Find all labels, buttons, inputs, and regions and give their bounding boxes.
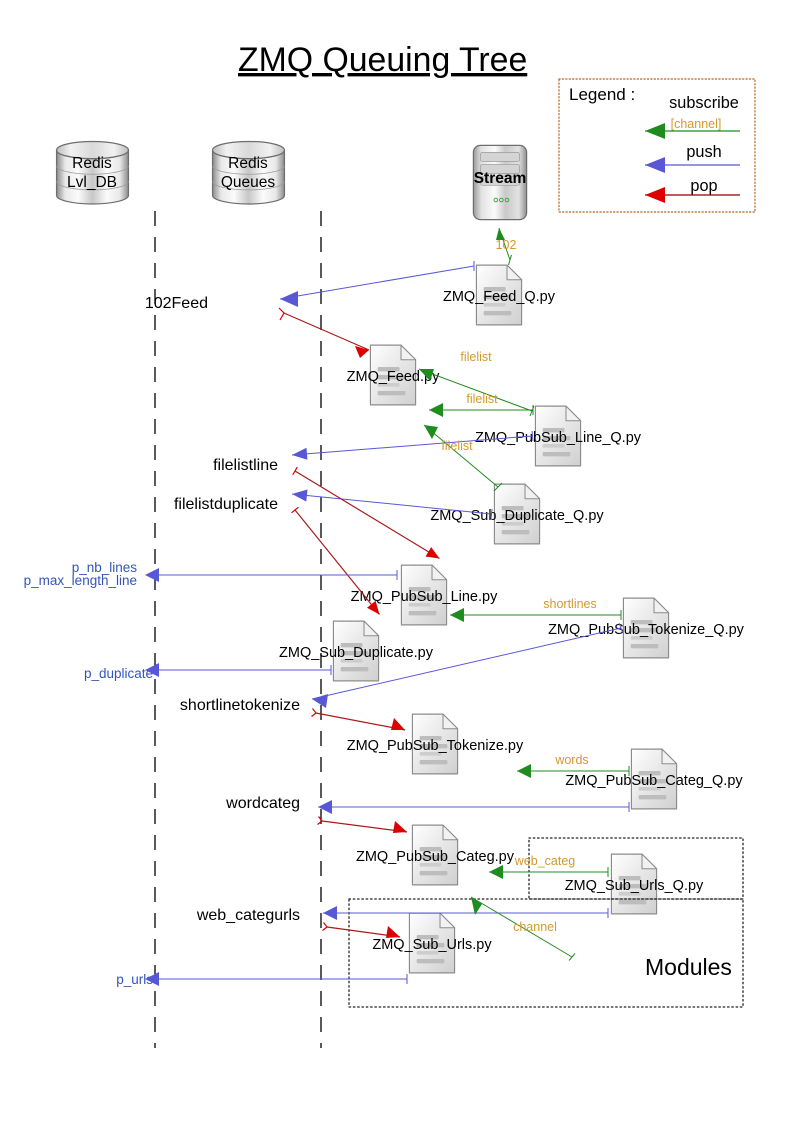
svg-text:p_max_length_line: p_max_length_line [24,573,137,588]
svg-text:ZMQ_PubSub_Tokenize.py: ZMQ_PubSub_Tokenize.py [347,738,524,754]
svg-text:ZMQ_PubSub_Tokenize_Q.py: ZMQ_PubSub_Tokenize_Q.py [548,622,745,638]
svg-text:web_categurls: web_categurls [196,907,300,924]
svg-text:ZMQ_PubSub_Line_Q.py: ZMQ_PubSub_Line_Q.py [475,430,642,446]
svg-text:ZMQ_Sub_Duplicate.py: ZMQ_Sub_Duplicate.py [279,645,434,661]
svg-text:ZMQ_Feed_Q.py: ZMQ_Feed_Q.py [443,289,556,305]
svg-text:ZMQ Queuing Tree: ZMQ Queuing Tree [238,41,527,79]
svg-text:p_duplicate: p_duplicate [84,666,153,681]
svg-text:Redis: Redis [228,155,268,172]
svg-text:Legend :: Legend : [569,85,635,104]
svg-text:pop: pop [690,177,717,195]
svg-text:subscribe: subscribe [669,94,739,112]
svg-text:Modules: Modules [645,954,732,980]
svg-text:filelistduplicate: filelistduplicate [174,496,278,513]
svg-text:ZMQ_Sub_Urls_Q.py: ZMQ_Sub_Urls_Q.py [565,878,704,894]
svg-text:filelistline: filelistline [213,457,278,474]
svg-text:shortlines: shortlines [543,597,597,611]
svg-text:words: words [554,753,588,767]
svg-text:ZMQ_Sub_Urls.py: ZMQ_Sub_Urls.py [372,937,492,953]
svg-text:channel: channel [513,920,557,934]
svg-text:102Feed: 102Feed [145,295,208,312]
svg-text:ZMQ_PubSub_Categ_Q.py: ZMQ_PubSub_Categ_Q.py [565,773,743,789]
svg-text:filelist: filelist [466,392,498,406]
svg-text:wordcateg: wordcateg [225,795,300,812]
svg-text:shortlinetokenize: shortlinetokenize [180,697,300,714]
svg-text:102: 102 [496,238,517,252]
svg-text:Redis: Redis [72,155,112,172]
svg-text:web_categ: web_categ [514,854,576,868]
svg-text:Stream: Stream [474,170,527,187]
svg-text:Lvl_DB: Lvl_DB [67,174,117,191]
svg-text:push: push [686,143,721,161]
svg-text:ZMQ_PubSub_Line.py: ZMQ_PubSub_Line.py [351,589,498,605]
svg-text:filelist: filelist [441,439,473,453]
svg-text:ZMQ_PubSub_Categ.py: ZMQ_PubSub_Categ.py [356,849,515,865]
svg-text:Queues: Queues [221,174,276,191]
svg-text:filelist: filelist [460,350,492,364]
svg-text:[channel]: [channel] [671,117,722,131]
